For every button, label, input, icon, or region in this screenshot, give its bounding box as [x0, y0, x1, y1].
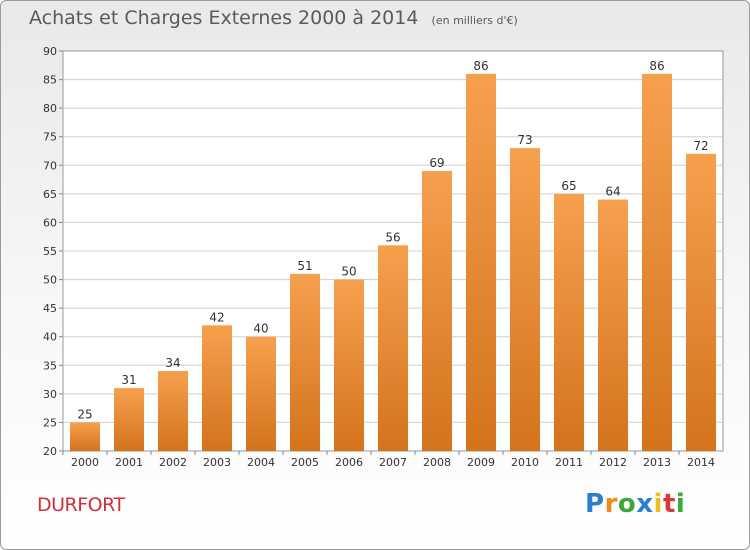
x-tick-label: 2011 — [555, 456, 583, 469]
bar-2014 — [686, 153, 716, 451]
x-axis-ticks: 2000 2001 2002 2003 2004 2005 2006 2007 2008 2009… — [62, 451, 715, 469]
bar-2013 — [642, 73, 672, 451]
y-tick-label: 50 — [43, 274, 57, 287]
value-label-2000: 25 — [77, 407, 92, 421]
commune-name: DURFORT — [37, 494, 125, 516]
x-tick-label: 2013 — [643, 456, 671, 469]
value-label-2013: 86 — [649, 59, 664, 73]
value-label-2008: 69 — [429, 156, 444, 170]
chart-title: Achats et Charges Externes 2000 à 2014 — [29, 7, 419, 29]
value-label-2004: 40 — [253, 322, 268, 336]
logo-letter: r — [604, 489, 618, 519]
x-tick-label: 2012 — [599, 456, 627, 469]
bars — [70, 73, 716, 451]
x-tick-label: 2007 — [379, 456, 407, 469]
bar-2009 — [466, 73, 496, 451]
y-tick-label: 40 — [43, 331, 57, 344]
x-tick-label: 2010 — [511, 456, 539, 469]
logo-letter: x — [636, 489, 654, 519]
y-tick-label: 75 — [43, 131, 57, 144]
value-label-2001: 31 — [121, 373, 136, 387]
x-tick-label: 2006 — [335, 456, 363, 469]
x-tick-label: 2002 — [159, 456, 187, 469]
bar-2010 — [510, 148, 540, 451]
value-label-2014: 72 — [693, 139, 708, 153]
logo-letter: i — [653, 489, 663, 519]
value-label-2005: 51 — [297, 259, 312, 273]
bar-2005 — [290, 273, 320, 451]
x-tick-label: 2000 — [71, 456, 99, 469]
bar-2011 — [554, 193, 584, 451]
y-tick-label: 80 — [43, 102, 57, 115]
logo-letter: o — [617, 489, 637, 519]
y-tick-label: 20 — [43, 445, 57, 458]
bar-2002 — [158, 371, 188, 451]
y-tick-label: 70 — [43, 159, 57, 172]
x-tick-label: 2014 — [687, 456, 715, 469]
x-tick-label: 2001 — [115, 456, 143, 469]
title-row: Achats et Charges Externes 2000 à 2014 (… — [29, 7, 518, 29]
value-label-2006: 50 — [341, 265, 356, 279]
x-tick-label: 2003 — [203, 456, 231, 469]
y-tick-label: 55 — [43, 245, 57, 258]
value-label-2009: 86 — [473, 59, 488, 73]
bar-2000 — [70, 422, 100, 451]
chart-unit: (en milliers d'€) — [431, 14, 518, 27]
y-tick-label: 90 — [43, 45, 57, 58]
y-tick-label: 25 — [43, 416, 57, 429]
y-axis-ticks: 20 25 30 35 40 45 50 55 60 65 70 75 80 85 90 — [43, 45, 63, 458]
value-label-2002: 34 — [165, 356, 180, 370]
x-tick-label: 2009 — [467, 456, 495, 469]
x-tick-label: 2005 — [291, 456, 319, 469]
bar-2008 — [422, 171, 452, 451]
logo-letter: P — [585, 489, 605, 519]
data-labels: 25 31 34 42 40 51 50 56 69 86 73 65 64 86 72 — [77, 59, 708, 422]
bar-2012 — [598, 199, 628, 451]
bar-2004 — [246, 336, 276, 451]
proxiti-logo[interactable]: Proxiti — [585, 489, 685, 519]
value-label-2007: 56 — [385, 230, 400, 244]
y-tick-label: 45 — [43, 302, 57, 315]
bar-2001 — [114, 388, 144, 451]
y-tick-label: 30 — [43, 388, 57, 401]
logo-letter: i — [675, 489, 686, 519]
value-label-2003: 42 — [209, 310, 224, 324]
bar-2007 — [378, 245, 408, 451]
y-tick-label: 65 — [43, 188, 57, 201]
bar-2006 — [334, 279, 364, 451]
x-tick-label: 2008 — [423, 456, 451, 469]
logo-letter: t — [662, 489, 676, 519]
value-label-2012: 64 — [605, 185, 620, 199]
bar-2003 — [202, 325, 232, 451]
x-tick-label: 2004 — [247, 456, 275, 469]
y-tick-label: 35 — [43, 359, 57, 372]
value-label-2011: 65 — [561, 179, 576, 193]
y-tick-label: 60 — [43, 216, 57, 229]
value-label-2010: 73 — [517, 133, 532, 147]
y-tick-label: 85 — [43, 74, 57, 87]
